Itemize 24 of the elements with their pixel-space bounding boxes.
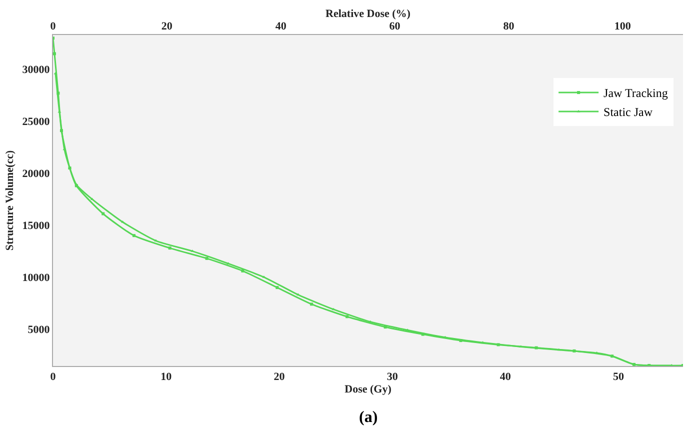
x-tick-label: 40 (500, 371, 512, 384)
x-tick-label: 50 (613, 371, 625, 384)
x-tick-label: 30 (386, 371, 398, 384)
y-tick-label: 30000 (22, 64, 50, 76)
x2-tick-label: 100 (614, 20, 632, 33)
x2-axis-title: Relative Dose (%) (326, 8, 411, 20)
x2-tick-label: 60 (389, 20, 401, 33)
x-tick-label: 0 (50, 371, 56, 384)
x-tick-label: 20 (274, 371, 286, 384)
x2-tick-label: 40 (275, 20, 287, 33)
x2-tick-label: 0 (50, 20, 56, 33)
y-tick-label: 15000 (22, 220, 50, 232)
y-tick-label: 5000 (28, 324, 50, 336)
y-tick-label: 25000 (22, 116, 50, 128)
legend-label: Jaw Tracking (604, 86, 668, 100)
x-axis-title: Dose (Gy) (344, 383, 392, 396)
text: (a) (359, 409, 378, 426)
x2-tick-label: 20 (161, 20, 173, 33)
x2-tick-label: 80 (503, 20, 515, 33)
y-tick-label: 20000 (22, 168, 50, 180)
x-tick-label: 10 (160, 371, 172, 384)
y-tick-label: 10000 (22, 272, 50, 284)
legend-label: Static Jaw (604, 105, 653, 120)
y-axis-title: Structure Volume(cc) (4, 150, 16, 251)
